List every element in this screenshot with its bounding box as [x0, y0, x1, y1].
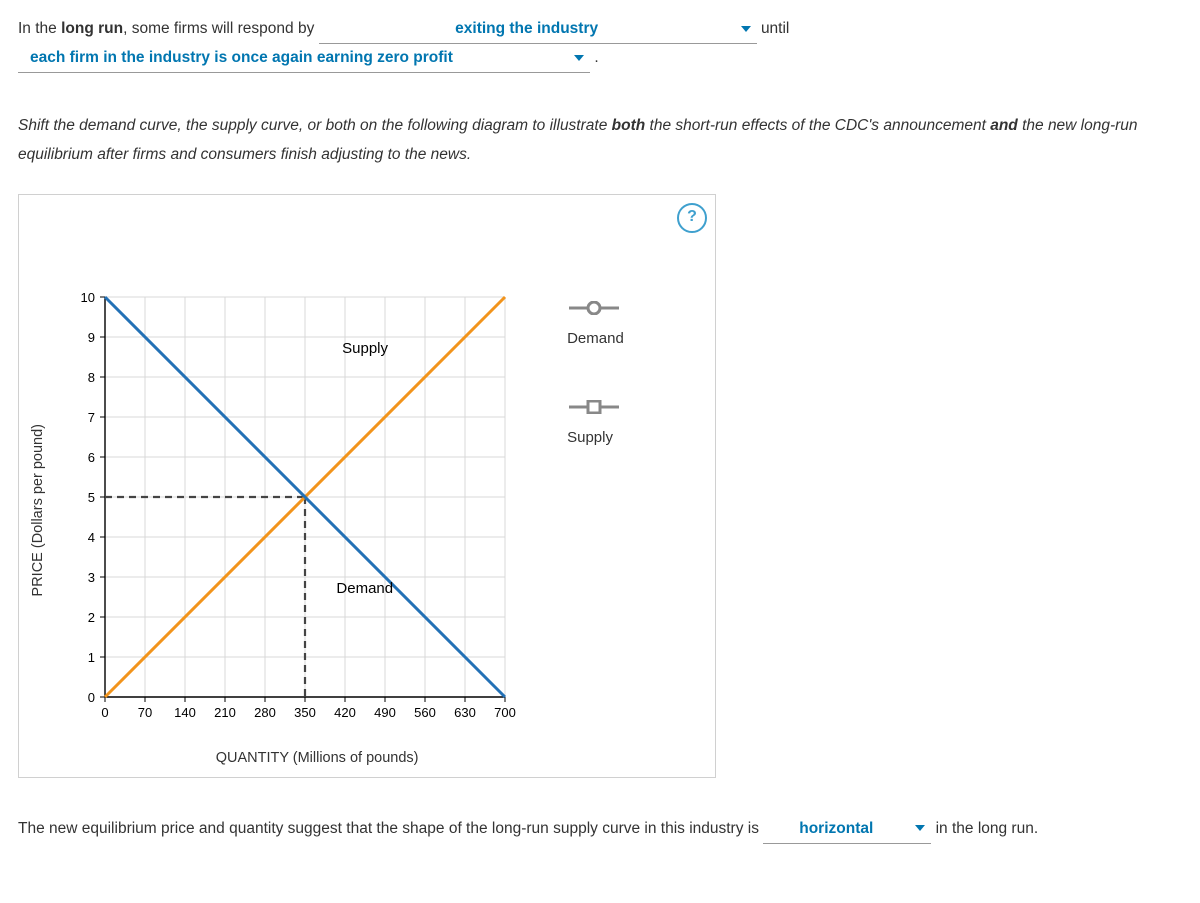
text: , some firms will respond by: [123, 20, 319, 37]
svg-text:280: 280: [254, 705, 276, 720]
svg-text:0: 0: [101, 705, 108, 720]
chevron-down-icon: [915, 825, 925, 831]
sentence-long-run: In the long run, some firms will respond…: [18, 15, 1182, 73]
legend-demand[interactable]: Demand: [567, 301, 624, 352]
svg-text:4: 4: [88, 530, 95, 545]
text: until: [761, 20, 789, 37]
svg-text:5: 5: [88, 490, 95, 505]
svg-text:630: 630: [454, 705, 476, 720]
chevron-down-icon: [574, 55, 584, 61]
demand-swatch-icon: [567, 301, 624, 315]
dropdown-until-condition[interactable]: each firm in the industry is once again …: [18, 44, 590, 73]
text: The new equilibrium price and quantity s…: [18, 820, 763, 837]
svg-text:70: 70: [138, 705, 152, 720]
svg-text:9: 9: [88, 330, 95, 345]
svg-text:350: 350: [294, 705, 316, 720]
y-axis-label: PRICE (Dollars per pound): [25, 424, 51, 596]
dropdown-lr-shape[interactable]: horizontal: [763, 814, 931, 844]
svg-text:490: 490: [374, 705, 396, 720]
dropdown-value: each firm in the industry is once again …: [30, 49, 453, 66]
x-axis-label: QUANTITY (Millions of pounds): [57, 745, 537, 771]
svg-text:2: 2: [88, 610, 95, 625]
legend-label: Supply: [567, 429, 613, 446]
svg-text:8: 8: [88, 370, 95, 385]
legend-label: Demand: [567, 330, 624, 347]
svg-text:700: 700: [494, 705, 516, 720]
svg-text:Demand: Demand: [337, 580, 394, 597]
svg-text:0: 0: [88, 690, 95, 705]
svg-text:560: 560: [414, 705, 436, 720]
svg-text:7: 7: [88, 410, 95, 425]
dropdown-value: exiting the industry: [455, 20, 598, 37]
dropdown-value: horizontal: [799, 820, 873, 837]
bold: long run: [61, 20, 123, 37]
svg-text:210: 210: [214, 705, 236, 720]
supply-demand-chart[interactable]: 00 70 1 140 2 210 3 280 4 350 5 420 6 490 7 560 8 630 9 700…: [57, 291, 537, 731]
sentence-lr-supply-shape: The new equilibrium price and quantity s…: [18, 814, 1182, 844]
svg-text:1: 1: [88, 650, 95, 665]
svg-text:3: 3: [88, 570, 95, 585]
svg-text:6: 6: [88, 450, 95, 465]
svg-text:Supply: Supply: [342, 340, 388, 357]
svg-text:420: 420: [334, 705, 356, 720]
supply-swatch-icon: [567, 400, 624, 414]
graph-panel: ? PRICE (Dollars per pound) 00 70 1 140 2 210…: [18, 194, 716, 778]
legend-supply[interactable]: Supply: [567, 400, 624, 451]
chart-legend: Demand Supply: [567, 301, 624, 499]
svg-text:140: 140: [174, 705, 196, 720]
svg-text:10: 10: [81, 291, 95, 305]
dropdown-firm-response[interactable]: exiting the industry: [319, 15, 757, 44]
chevron-down-icon: [741, 26, 751, 32]
text: .: [594, 49, 598, 66]
text: in the long run.: [936, 820, 1039, 837]
text: In the: [18, 20, 61, 37]
instruction-text: Shift the demand curve, the supply curve…: [18, 111, 1182, 170]
help-button[interactable]: ?: [677, 203, 707, 233]
